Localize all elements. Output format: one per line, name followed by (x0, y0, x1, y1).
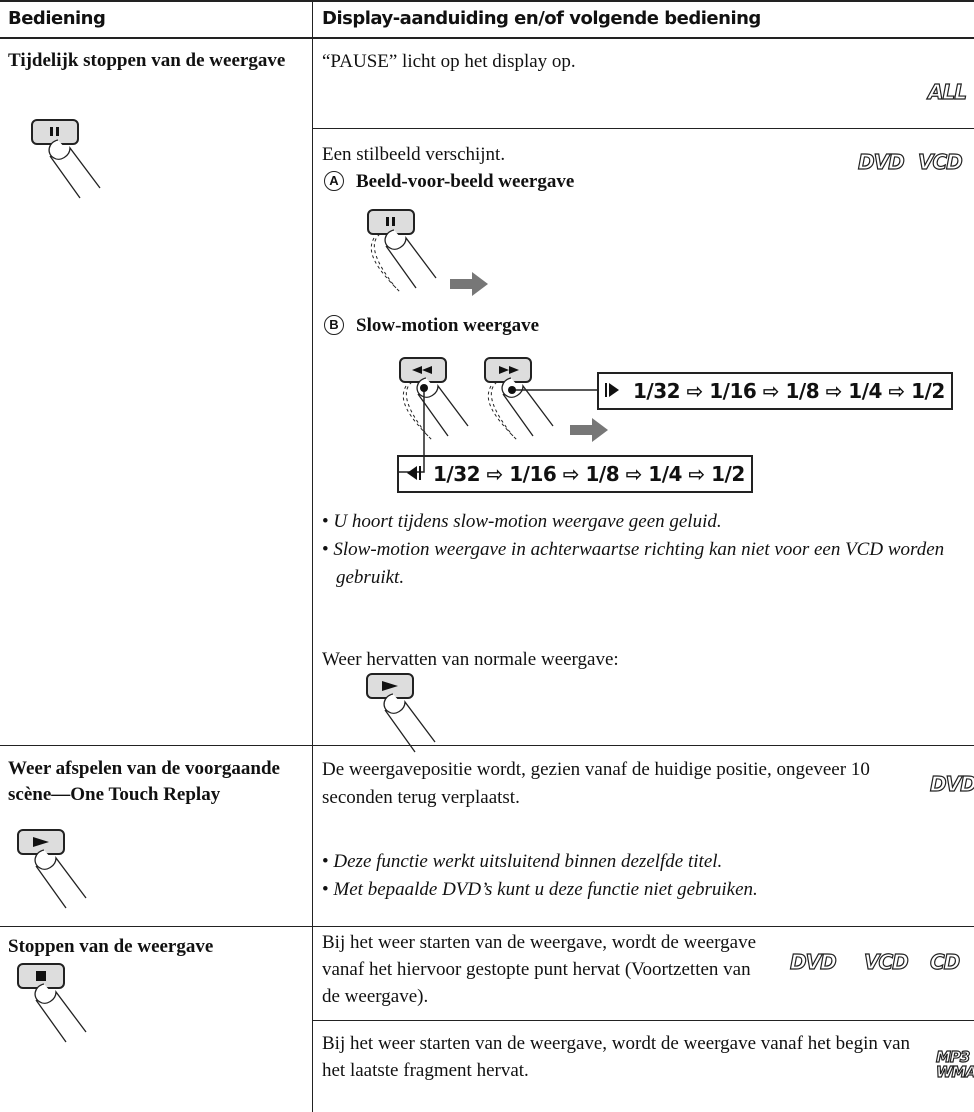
cell-text: Weer hervatten van normale weergave: (322, 649, 619, 670)
step-marker: B (324, 315, 344, 335)
cell-text: Een stilbeeld verschijnt. (322, 144, 506, 165)
notes: Deze functie werkt uitsluitend binnen de… (322, 848, 967, 904)
button-icon (367, 209, 437, 293)
finger (501, 377, 554, 437)
rule (0, 745, 974, 746)
rule (312, 1020, 974, 1021)
cell-text: Bij het weer starten van de weergave, wo… (322, 1033, 911, 1081)
badge: VCD (917, 149, 963, 174)
speed-sequence: 1/32 ⇨ 1/16 ⇨ 1/8 ⇨ 1/4 ⇨ 1/2 (597, 372, 953, 410)
button-icon (31, 119, 101, 199)
badge: CD (929, 949, 961, 974)
header-cell: Bediening (8, 8, 106, 29)
speed-text: 1/32 ⇨ 1/16 ⇨ 1/8 ⇨ 1/4 ⇨ 1/2 (433, 462, 745, 486)
arrow-icon (570, 418, 608, 442)
step-marker: A (324, 171, 344, 191)
finger (384, 229, 437, 289)
column-divider (312, 0, 313, 1112)
speed-text: 1/32 ⇨ 1/16 ⇨ 1/8 ⇨ 1/4 ⇨ 1/2 (633, 379, 945, 403)
rule (0, 0, 974, 2)
badge: MP3 WMA (935, 1048, 974, 1081)
step: A Beeld-voor-beeld weergave (324, 168, 574, 196)
cell-text: De weergavepositie wordt, gezien vanaf d… (322, 759, 870, 808)
button-icon (17, 829, 87, 909)
header-cell: Display-aanduiding en/of volgende bedien… (322, 8, 761, 29)
finger (48, 139, 101, 199)
motion-trace (487, 381, 518, 441)
button-icon (399, 357, 469, 441)
badge: DVD (857, 149, 905, 174)
button-symbol (499, 366, 519, 374)
row-label: Weer afspelen van de voorgaande scène—On… (8, 758, 280, 805)
rule (312, 128, 974, 129)
badge-line: MP3 (935, 1048, 971, 1066)
rule (0, 37, 974, 39)
direction-icon (605, 383, 619, 397)
cell-text: Bij het weer starten van de weergave, wo… (322, 932, 757, 1007)
row-label: Stoppen van de weergave (8, 936, 214, 957)
button-symbol (392, 217, 395, 226)
direction-icon (407, 466, 421, 480)
button-symbol (33, 837, 49, 847)
badge: DVD (929, 771, 974, 796)
note: Slow-motion weergave in achterwaartse ri… (322, 536, 967, 592)
step-title: Slow-motion weergave (356, 315, 540, 336)
finger (34, 983, 87, 1043)
button-icon (17, 963, 87, 1043)
speed-sequence: 1/32 ⇨ 1/16 ⇨ 1/8 ⇨ 1/4 ⇨ 1/2 (397, 455, 753, 493)
badge-line: WMA (935, 1063, 974, 1081)
finger (416, 377, 469, 437)
note: Met bepaalde DVD’s kunt u deze functie n… (322, 876, 967, 904)
button-symbol (382, 681, 398, 691)
step-title: Beeld-voor-beeld weergave (356, 171, 575, 192)
note: Deze functie werkt uitsluitend binnen de… (322, 848, 967, 876)
notes: U hoort tijdens slow-motion weergave gee… (322, 508, 967, 592)
motion-trace (370, 233, 401, 293)
badge: DVD (789, 949, 837, 974)
button-symbol (386, 217, 389, 226)
arrow (570, 418, 608, 442)
button-symbol (36, 971, 46, 981)
arrow-icon (450, 272, 488, 296)
button-symbol (412, 366, 432, 374)
step: B Slow-motion weergave (324, 312, 539, 340)
finger (34, 849, 87, 909)
note: U hoort tijdens slow-motion weergave gee… (322, 508, 967, 536)
badge: VCD (863, 949, 909, 974)
button-icon (366, 673, 436, 753)
badge: ALL (927, 79, 967, 104)
row-label: Tijdelijk stoppen van de weergave (8, 50, 286, 71)
rule (0, 926, 974, 927)
cell-text: “PAUSE” licht op het display op. (322, 51, 576, 72)
button-symbol (50, 127, 53, 136)
button-symbol (56, 127, 59, 136)
finger (383, 693, 436, 753)
arrow (450, 272, 488, 296)
